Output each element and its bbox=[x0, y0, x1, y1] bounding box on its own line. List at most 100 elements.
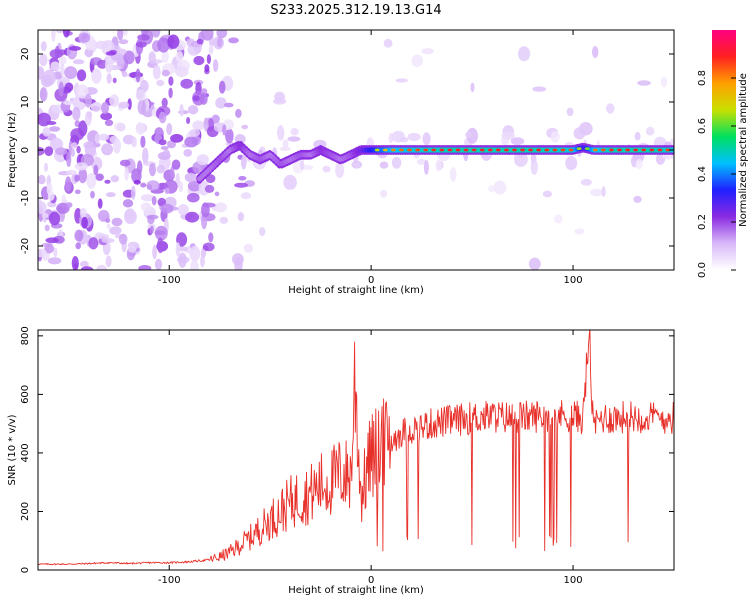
heatmap-noise-blob bbox=[47, 257, 62, 265]
heatmap-noise-blob bbox=[97, 198, 103, 209]
heatmap-noise-blob bbox=[283, 174, 297, 190]
heatmap-noise-blob bbox=[98, 133, 110, 141]
heatmap-ridge-peak bbox=[641, 148, 647, 152]
heatmap-noise-blob bbox=[214, 191, 220, 197]
heatmap-noise-blob bbox=[118, 39, 129, 45]
heatmap-noise-blob bbox=[421, 48, 434, 55]
heatmap-noise-blob bbox=[139, 80, 149, 93]
heatmap-noise-blob bbox=[435, 159, 443, 172]
heatmap-noise-blob bbox=[154, 258, 163, 270]
heatmap-noise-blob bbox=[118, 233, 128, 245]
heatmap-noise-blob bbox=[105, 192, 116, 198]
heatmap-ridge-peak bbox=[657, 148, 663, 152]
heatmap-noise-blob bbox=[277, 125, 285, 141]
colorbar-ticks: 0.0 0.2 0.4 0.6 0.8 bbox=[697, 70, 736, 278]
heatmap-noise-blob bbox=[580, 178, 593, 186]
heatmap-noise-blob bbox=[131, 185, 136, 200]
heatmap-noise-blob bbox=[152, 64, 161, 80]
heatmap-noise-blob bbox=[241, 124, 249, 130]
heatmap-noise-blob bbox=[74, 189, 81, 195]
heatmap-noise-blob bbox=[488, 184, 494, 193]
heatmap-noise-blob bbox=[95, 173, 104, 181]
heatmap-noise-blob bbox=[151, 30, 161, 38]
heatmap-ridge-peak bbox=[600, 148, 606, 152]
heatmap-noise-blob bbox=[399, 137, 409, 143]
heatmap-noise-blob bbox=[383, 38, 393, 48]
heatmap-noise-blob bbox=[168, 87, 173, 99]
heatmap-noise-blob bbox=[160, 146, 169, 150]
colorbar-gradient bbox=[712, 30, 736, 270]
snr-y-ticks: 0 200 400 600 800 bbox=[20, 326, 674, 573]
heatmap-ridge-peak bbox=[447, 148, 453, 152]
heatmap-noise-blob bbox=[156, 164, 165, 174]
heatmap-noise-blob bbox=[42, 69, 57, 86]
heatmap-noise-blob bbox=[124, 209, 137, 225]
heatmap-noise-blob bbox=[64, 66, 78, 80]
heatmap-noise-blob bbox=[222, 124, 227, 136]
heatmap-noise-blob bbox=[379, 161, 389, 169]
heatmap-noise-blob bbox=[138, 265, 152, 270]
heatmap-ridge-peak bbox=[471, 148, 477, 152]
heatmap-noise-blob bbox=[206, 54, 211, 65]
heatmap-noise-blob bbox=[186, 38, 196, 47]
heatmap-ridge-peak bbox=[584, 147, 590, 151]
heatmap-ridge-peak bbox=[455, 148, 461, 152]
heatmap-noise-blob bbox=[38, 112, 51, 127]
heatmap-noise-blob bbox=[214, 202, 228, 213]
heatmap-noise-blob bbox=[566, 107, 574, 117]
heatmap-noise-blob bbox=[175, 51, 184, 63]
heatmap-ridge-peak bbox=[649, 148, 655, 152]
heatmap-noise-blob bbox=[122, 199, 134, 208]
heatmap-noise-blob bbox=[38, 248, 47, 258]
heatmap-noise-blob bbox=[46, 182, 53, 196]
heatmap-noise-blob bbox=[135, 68, 141, 83]
heatmap-ridge-peak bbox=[415, 148, 420, 152]
heatmap-noise-blob bbox=[175, 66, 189, 78]
heatmap-x-tick-label: 100 bbox=[564, 275, 583, 286]
heatmap-noise-blob bbox=[75, 242, 81, 250]
heatmap-noise-blob bbox=[200, 254, 205, 268]
heatmap-y-axis-label: Frequency (Hz) bbox=[7, 112, 18, 188]
heatmap-noise-blob bbox=[606, 103, 615, 114]
heatmap-ridge-peak bbox=[625, 148, 630, 152]
heatmap-ridge-peak bbox=[665, 148, 671, 152]
heatmap-noise-blob bbox=[65, 169, 77, 176]
heatmap-ridge-peak bbox=[463, 148, 469, 152]
heatmap-noise-blob bbox=[590, 188, 604, 197]
heatmap-noise-blob bbox=[38, 146, 45, 156]
heatmap-noise-blob bbox=[542, 190, 553, 198]
snr-x-tick-label: -100 bbox=[158, 575, 181, 586]
heatmap-noise-blob bbox=[135, 122, 146, 135]
heatmap-noise-blob bbox=[118, 101, 130, 109]
heatmap-noise-blob bbox=[161, 49, 169, 63]
heatmap-noise-blob bbox=[201, 30, 214, 41]
heatmap-noise-blob bbox=[470, 82, 475, 93]
heatmap-noise-blob bbox=[94, 133, 100, 144]
heatmap-noise-blob bbox=[84, 93, 92, 108]
heatmap-noise-blob bbox=[243, 243, 254, 253]
heatmap-noise-blob bbox=[53, 247, 58, 258]
heatmap-noise-blob bbox=[335, 162, 345, 179]
snr-series-line bbox=[38, 330, 674, 566]
heatmap-noise-blob bbox=[93, 164, 99, 176]
heatmap-noise-blob bbox=[187, 192, 200, 203]
heatmap-noise-blob bbox=[39, 86, 48, 102]
heatmap-noise-blob bbox=[72, 106, 81, 121]
heatmap-noise-blob bbox=[59, 78, 71, 83]
heatmap-noise-blob bbox=[51, 30, 56, 42]
heatmap-noise-blob bbox=[110, 175, 120, 183]
heatmap-noise-blob bbox=[50, 61, 60, 70]
heatmap-noise-blob bbox=[290, 128, 299, 136]
heatmap-noise-blob bbox=[168, 76, 174, 86]
heatmap-noise-blob bbox=[200, 88, 208, 95]
heatmap-noise-blob bbox=[44, 146, 54, 157]
heatmap-noise-blob bbox=[44, 162, 48, 172]
heatmap-noise-blob bbox=[135, 89, 146, 101]
heatmap-noise-blob bbox=[100, 112, 113, 121]
heatmap-noise-blob bbox=[196, 38, 203, 45]
heatmap-noise-blob bbox=[68, 46, 82, 51]
snr-panel: -100 0 100 0 200 400 600 800 Height of straigh… bbox=[7, 326, 675, 596]
colorbar: 0.0 0.2 0.4 0.6 0.8 Normalized spectral ampl… bbox=[697, 30, 749, 278]
heatmap-y-tick-label: -10 bbox=[20, 190, 31, 206]
heatmap-noise-blob bbox=[204, 184, 215, 193]
